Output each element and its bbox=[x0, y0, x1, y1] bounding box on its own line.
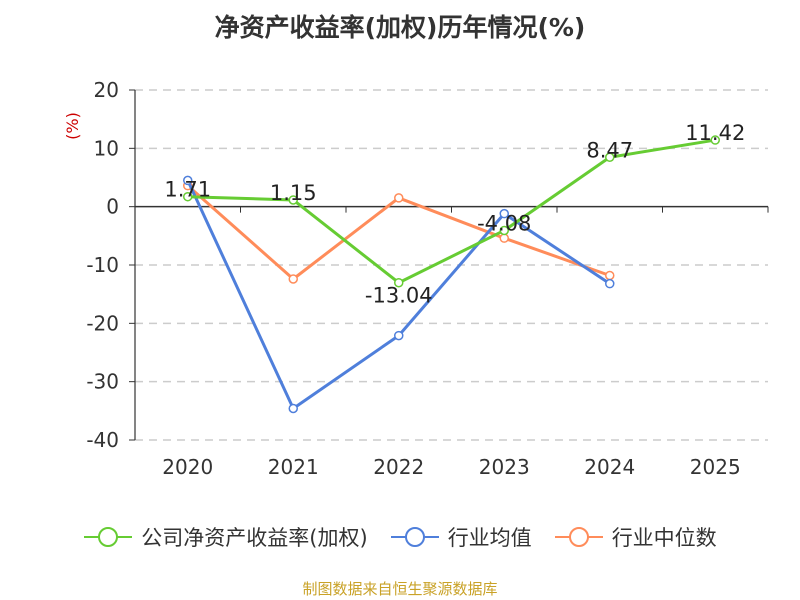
data-point bbox=[288, 195, 298, 205]
legend: 公司净资产收益率(加权) 行业均值 行业中位数 bbox=[0, 520, 800, 554]
legend-label: 行业中位数 bbox=[611, 526, 717, 550]
y-tick-label: 0 bbox=[106, 195, 119, 219]
data-label: -13.04 bbox=[365, 284, 433, 308]
data-point bbox=[394, 193, 404, 203]
data-point bbox=[288, 274, 298, 284]
source-note: 制图数据来自恒生聚源数据库 bbox=[302, 580, 498, 598]
data-point bbox=[605, 152, 615, 163]
x-tick-label: 2025 bbox=[690, 455, 741, 479]
data-label: -4.08 bbox=[477, 211, 531, 235]
data-label: 1.71 bbox=[164, 178, 211, 202]
x-tick-label: 2022 bbox=[373, 455, 424, 479]
y-tick-label: -30 bbox=[86, 370, 119, 394]
data-point bbox=[183, 175, 193, 186]
data-label: 1.15 bbox=[270, 181, 317, 205]
data-point bbox=[288, 403, 298, 414]
legend-item[interactable]: 公司净资产收益率(加权) bbox=[83, 522, 368, 552]
data-point bbox=[605, 278, 615, 289]
legend-line-symbol bbox=[554, 527, 603, 547]
legend-item[interactable]: 行业中位数 bbox=[554, 522, 717, 552]
x-tick-label: 2021 bbox=[268, 455, 319, 479]
x-tick-label: 2024 bbox=[584, 455, 635, 479]
data-point bbox=[394, 330, 404, 341]
chart-title: 净资产收益率(加权)历年情况(%) bbox=[214, 13, 586, 42]
y-tick-label: -20 bbox=[86, 311, 119, 335]
legend-line-symbol bbox=[84, 527, 133, 547]
y-tick-label: -40 bbox=[86, 428, 119, 452]
legend-line-symbol bbox=[390, 527, 439, 547]
data-point bbox=[605, 270, 615, 281]
y-tick-label: -10 bbox=[86, 253, 119, 277]
data-point bbox=[499, 208, 509, 219]
data-point bbox=[499, 225, 509, 236]
x-tick-label: 2023 bbox=[479, 455, 530, 479]
series-line bbox=[187, 138, 716, 285]
legend-item[interactable]: 行业均值 bbox=[390, 522, 532, 552]
data-point bbox=[394, 277, 404, 288]
y-tick-label: 20 bbox=[94, 78, 119, 102]
data-point bbox=[183, 191, 193, 202]
data-label: 11.42 bbox=[685, 121, 745, 145]
x-tick-label: 2020 bbox=[162, 455, 213, 479]
data-label: 8.47 bbox=[586, 138, 633, 162]
data-point bbox=[710, 135, 720, 145]
legend-label: 行业均值 bbox=[447, 526, 532, 550]
y-tick-label: 10 bbox=[94, 136, 119, 160]
y-axis-title: (%) bbox=[63, 112, 82, 140]
legend-label: 公司净资产收益率(加权) bbox=[141, 526, 368, 550]
